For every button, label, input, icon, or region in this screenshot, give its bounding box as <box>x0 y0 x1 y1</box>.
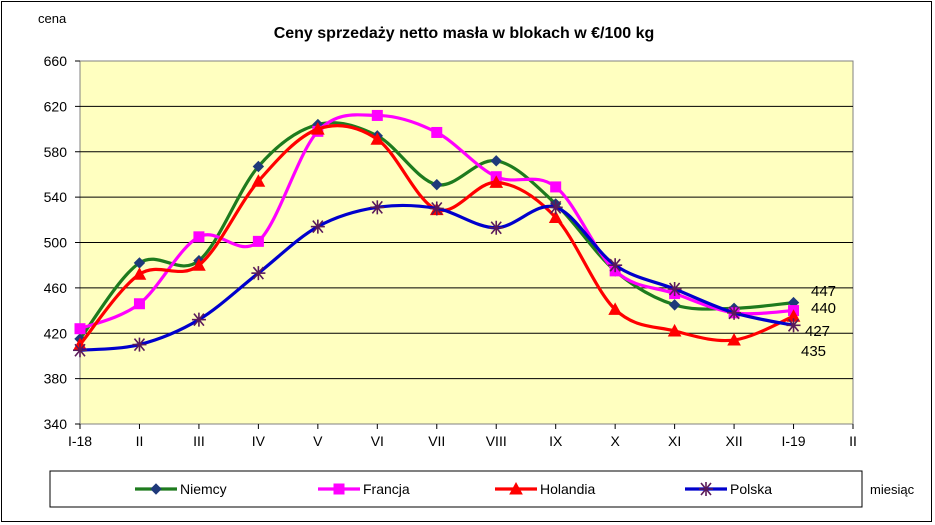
data-point <box>251 266 266 281</box>
data-point <box>132 337 147 352</box>
legend-item-francja: Francja <box>318 481 410 497</box>
data-point <box>310 219 325 234</box>
data-point <box>429 201 444 216</box>
x-tick-label: XI <box>668 433 681 449</box>
x-tick-label: III <box>193 433 205 449</box>
data-label: 447 <box>811 283 836 300</box>
data-point <box>431 178 443 191</box>
y-tick-label: 460 <box>44 280 68 296</box>
data-point <box>489 175 504 188</box>
data-point <box>727 333 741 346</box>
legend: Niemcy Francja Holandia Polska <box>135 481 772 497</box>
data-label: 435 <box>801 343 826 360</box>
x-tick-label: IX <box>549 433 563 449</box>
data-label: 440 <box>811 300 836 317</box>
x-axis: I-18 II III IV V VI VII VIII IX X XI XII I-19 II <box>68 424 857 449</box>
data-point <box>431 126 443 138</box>
series-polska <box>73 200 801 358</box>
data-point <box>193 231 205 243</box>
y-axis: 340 380 420 460 500 540 580 620 660 <box>44 53 80 432</box>
data-point <box>252 160 265 173</box>
y-tick-label: 620 <box>44 98 68 114</box>
x-tick-label: II <box>136 433 144 449</box>
legend-label: Francja <box>363 481 410 497</box>
y-tick-label: 420 <box>44 325 68 341</box>
data-point <box>252 235 264 247</box>
data-point <box>667 282 682 297</box>
data-point <box>727 305 742 320</box>
x-tick-label: V <box>313 433 323 449</box>
x-tick-label: IV <box>252 433 266 449</box>
chart-title: Ceny sprzedaży netto masła w blokach w €… <box>274 25 655 42</box>
data-point <box>548 210 563 224</box>
y-tick-label: 380 <box>44 371 68 387</box>
x-tick-label: XII <box>726 433 743 449</box>
x-tick-label: I-19 <box>781 433 805 449</box>
legend-label: Polska <box>730 481 772 497</box>
legend-label: Holandia <box>540 481 595 497</box>
data-point <box>133 298 145 310</box>
x-tick-label: VI <box>371 433 384 449</box>
x-tick-label: I-18 <box>68 433 92 449</box>
data-point <box>550 181 562 193</box>
x-tick-label: VII <box>428 433 445 449</box>
legend-label: Niemcy <box>180 481 227 497</box>
data-point <box>74 323 86 335</box>
data-point <box>371 109 383 121</box>
data-point <box>668 299 681 311</box>
data-point <box>311 122 325 135</box>
y-tick-label: 580 <box>44 144 68 160</box>
x-axis-title: miesiąc <box>870 482 915 497</box>
legend-item-niemcy: Niemcy <box>135 481 227 497</box>
data-point <box>667 323 682 337</box>
data-point <box>370 132 385 145</box>
legend-marker <box>333 483 345 495</box>
data-point <box>132 267 147 280</box>
data-point <box>489 220 504 235</box>
legend-marker <box>509 481 523 495</box>
y-tick-label: 540 <box>44 189 68 205</box>
x-tick-label: VIII <box>486 433 507 449</box>
data-point <box>490 155 502 167</box>
data-point <box>251 174 266 187</box>
y-tick-label: 660 <box>44 53 68 69</box>
series-layer <box>73 109 801 358</box>
legend-marker <box>699 482 713 496</box>
data-point <box>608 258 623 273</box>
data-label: 427 <box>805 323 830 340</box>
data-point <box>786 318 801 333</box>
data-point <box>370 200 385 215</box>
y-tick-label: 340 <box>44 416 68 432</box>
data-point <box>191 312 206 327</box>
legend-marker <box>150 483 162 495</box>
data-point <box>73 343 87 358</box>
data-point <box>608 302 622 315</box>
data-point <box>192 258 206 271</box>
x-tick-label: X <box>610 433 620 449</box>
x-tick-label: II <box>849 433 857 449</box>
y-tick-label: 500 <box>44 235 68 251</box>
legend-item-polska: Polska <box>685 481 772 497</box>
legend-item-holandia: Holandia <box>495 481 595 497</box>
data-point <box>548 200 563 215</box>
y-axis-title: cena <box>38 11 67 26</box>
